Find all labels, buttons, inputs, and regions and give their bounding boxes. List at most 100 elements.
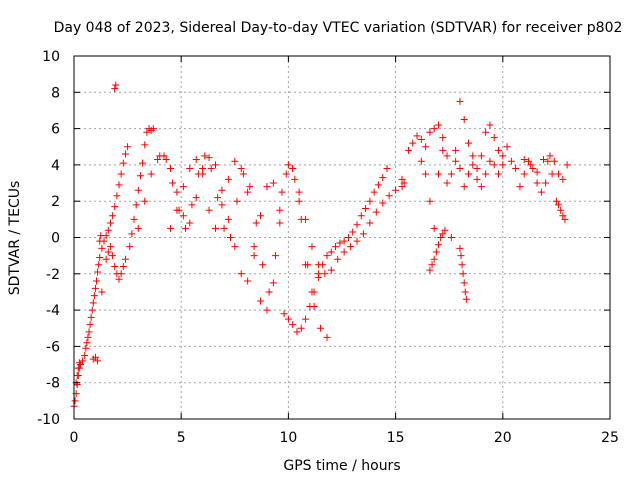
data-point bbox=[512, 165, 520, 173]
data-point bbox=[284, 161, 292, 169]
data-point bbox=[139, 159, 147, 167]
data-point bbox=[104, 226, 112, 234]
data-point bbox=[409, 139, 417, 147]
data-point bbox=[289, 165, 297, 173]
chart-title: Day 048 of 2023, Sidereal Day-to-day VTE… bbox=[54, 20, 623, 36]
data-point bbox=[503, 143, 511, 151]
data-point bbox=[385, 192, 393, 200]
data-point bbox=[156, 152, 164, 160]
data-point bbox=[130, 215, 138, 223]
data-point bbox=[212, 161, 220, 169]
data-point bbox=[141, 197, 149, 205]
data-point bbox=[490, 161, 498, 169]
data-point bbox=[205, 206, 213, 214]
data-point bbox=[548, 170, 556, 178]
data-point bbox=[366, 197, 374, 205]
data-point bbox=[507, 157, 515, 165]
data-point bbox=[462, 295, 470, 303]
data-point bbox=[552, 197, 560, 205]
data-point bbox=[179, 183, 187, 191]
x-axis-label: GPS time / hours bbox=[283, 458, 400, 474]
data-point bbox=[90, 292, 98, 300]
series-early-branch bbox=[72, 125, 157, 387]
data-point bbox=[398, 183, 406, 191]
series-late-cluster-b bbox=[417, 143, 567, 241]
data-point bbox=[434, 121, 442, 129]
data-point bbox=[188, 201, 196, 209]
data-point bbox=[537, 188, 545, 196]
data-point bbox=[460, 279, 468, 287]
data-point bbox=[334, 255, 342, 263]
data-point bbox=[533, 179, 541, 187]
data-point bbox=[166, 224, 174, 232]
data-point bbox=[84, 333, 92, 341]
data-point bbox=[441, 226, 449, 234]
data-point bbox=[495, 146, 503, 154]
data-point bbox=[310, 288, 318, 296]
data-point bbox=[220, 224, 228, 232]
data-point bbox=[115, 275, 123, 283]
data-point bbox=[417, 157, 425, 165]
y-tick-label: -10 bbox=[37, 412, 60, 428]
data-point bbox=[94, 268, 102, 276]
series-late-tail bbox=[520, 155, 571, 223]
data-point bbox=[452, 157, 460, 165]
data-point bbox=[347, 243, 355, 251]
data-point bbox=[259, 261, 267, 269]
data-point bbox=[302, 215, 310, 223]
data-point bbox=[559, 175, 567, 183]
data-point bbox=[417, 135, 425, 143]
data-point bbox=[192, 155, 200, 163]
data-point bbox=[162, 155, 170, 163]
series-wave-c bbox=[166, 155, 322, 314]
data-point bbox=[443, 179, 451, 187]
data-point bbox=[93, 277, 101, 285]
data-point bbox=[426, 197, 434, 205]
data-point bbox=[533, 168, 541, 176]
data-point bbox=[147, 170, 155, 178]
data-point bbox=[542, 179, 550, 187]
data-point bbox=[321, 270, 329, 278]
data-point bbox=[323, 333, 331, 341]
data-point bbox=[464, 139, 472, 147]
data-point bbox=[79, 357, 87, 365]
data-point bbox=[231, 243, 239, 251]
data-point bbox=[82, 344, 90, 352]
y-tick-label: -8 bbox=[46, 376, 60, 392]
data-point bbox=[112, 81, 120, 89]
data-point bbox=[527, 161, 535, 169]
data-point bbox=[214, 194, 222, 202]
data-point bbox=[422, 170, 430, 178]
data-point bbox=[263, 306, 271, 314]
data-point bbox=[134, 186, 142, 194]
data-point bbox=[97, 232, 105, 240]
data-point bbox=[276, 219, 284, 227]
data-point bbox=[143, 128, 151, 136]
data-point bbox=[482, 128, 490, 136]
data-point bbox=[456, 244, 464, 252]
x-tick-label: 10 bbox=[279, 430, 297, 446]
data-point bbox=[473, 165, 481, 173]
data-point bbox=[314, 261, 322, 269]
data-point bbox=[366, 219, 374, 227]
data-point bbox=[302, 261, 310, 269]
data-point bbox=[111, 203, 119, 211]
data-point bbox=[439, 146, 447, 154]
data-point bbox=[499, 161, 507, 169]
data-point bbox=[456, 165, 464, 173]
data-point bbox=[452, 146, 460, 154]
data-point bbox=[117, 170, 125, 178]
data-point bbox=[179, 212, 187, 220]
data-point bbox=[317, 324, 325, 332]
data-point bbox=[486, 157, 494, 165]
data-point bbox=[550, 157, 558, 165]
series-late-cluster-a bbox=[398, 97, 507, 183]
data-point bbox=[370, 188, 378, 196]
data-point bbox=[73, 381, 81, 389]
data-point bbox=[115, 181, 123, 189]
data-point bbox=[98, 288, 106, 296]
data-point bbox=[458, 261, 466, 269]
data-point bbox=[443, 152, 451, 160]
data-point bbox=[149, 125, 157, 133]
